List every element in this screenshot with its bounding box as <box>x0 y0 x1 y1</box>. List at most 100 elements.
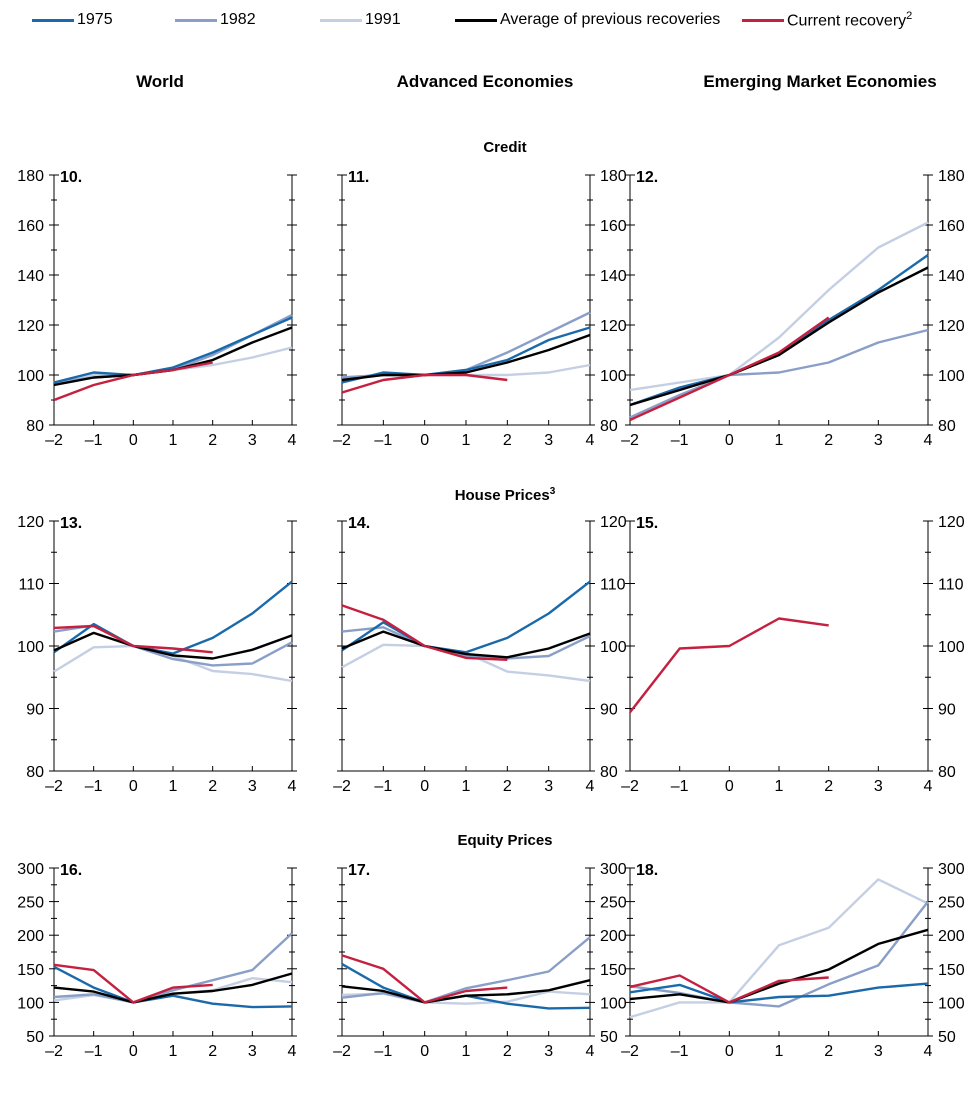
x-tick-label: –2 <box>333 778 351 795</box>
y-tick-label: 300 <box>17 861 44 878</box>
legend-item-2: 1991 <box>320 8 401 32</box>
series-line-average-of-previous-recoveries <box>341 333 591 382</box>
y-tick-label: 100 <box>600 995 627 1012</box>
legend-item-4: Current recovery2 <box>742 8 912 32</box>
series-line-current-recovery <box>53 624 213 654</box>
x-tick-label: –2 <box>621 1043 639 1060</box>
chart-panel-12: 80 100 120 140 160 180 –2 –1 0 1 2 3 4 12. <box>621 168 965 449</box>
x-tick-label: 4 <box>924 1043 933 1060</box>
x-tick-label: 3 <box>248 1043 257 1060</box>
chart-panel-16: 50 100 150 200 250 300 –2 –1 0 1 2 3 4 16. <box>17 861 297 1060</box>
panel-number: 16. <box>60 862 82 879</box>
y-tick-label: 180 <box>600 168 627 185</box>
y-tick-label: 160 <box>17 218 44 235</box>
legend-label: Average of previous recoveries <box>500 11 721 28</box>
panel-number: 18. <box>636 862 658 879</box>
y-tick-label: 110 <box>938 577 964 594</box>
x-tick-label: 2 <box>503 432 512 449</box>
chart-panel-15: 80 90 100 110 120 –2 –1 0 1 2 3 4 15. <box>621 514 965 795</box>
y-tick-label: 120 <box>600 514 627 531</box>
series-line-1982 <box>629 328 929 419</box>
y-tick-label: 160 <box>938 218 965 235</box>
x-tick-label: –2 <box>333 432 351 449</box>
column-title-world: World <box>136 72 184 91</box>
y-tick-label: 200 <box>17 928 44 945</box>
legend-label: 1982 <box>220 11 256 28</box>
panel-number: 12. <box>636 169 658 186</box>
legend-item-1: 1982 <box>175 8 256 32</box>
series-line-average-of-previous-recoveries <box>341 630 591 659</box>
x-tick-label: 1 <box>462 1043 471 1060</box>
panel-number: 13. <box>60 515 82 532</box>
y-tick-label: 300 <box>600 861 627 878</box>
chart-panel-10: 80 100 120 140 160 180 –2 –1 0 1 2 3 4 10. <box>17 168 297 449</box>
y-tick-label: 90 <box>26 702 44 719</box>
y-tick-label: 50 <box>600 1029 618 1046</box>
x-tick-label: 0 <box>420 778 429 795</box>
y-tick-label: 120 <box>17 514 44 531</box>
y-tick-label: 80 <box>26 764 44 781</box>
series-line-current-recovery <box>341 954 508 1004</box>
x-tick-label: 1 <box>169 1043 178 1060</box>
x-tick-label: 0 <box>725 432 734 449</box>
y-tick-label: 100 <box>600 639 627 656</box>
y-tick-label: 50 <box>26 1029 44 1046</box>
x-tick-label: –1 <box>671 778 689 795</box>
legend-label: 1991 <box>365 11 401 28</box>
y-tick-label: 200 <box>600 928 627 945</box>
panel-number: 11. <box>348 169 369 186</box>
x-tick-label: 3 <box>874 1043 883 1060</box>
x-tick-label: 4 <box>924 432 933 449</box>
x-tick-label: 3 <box>544 432 553 449</box>
series-line-1991 <box>53 644 293 683</box>
series-line-current-recovery <box>629 974 829 1004</box>
y-tick-label: 110 <box>18 577 44 594</box>
y-tick-label: 120 <box>938 318 965 335</box>
x-tick-label: 1 <box>169 432 178 449</box>
y-tick-label: 250 <box>938 895 965 912</box>
row-title-credit: Credit <box>483 139 527 156</box>
row-title-house-prices: House Prices3 <box>454 486 556 504</box>
x-tick-label: 1 <box>775 778 784 795</box>
column-title-advanced-economies: Advanced Economies <box>396 72 574 91</box>
y-tick-label: 250 <box>600 895 627 912</box>
x-tick-label: 3 <box>544 778 553 795</box>
y-tick-label: 100 <box>938 639 965 656</box>
panel-number: 10. <box>60 169 82 186</box>
y-tick-label: 100 <box>600 368 627 385</box>
x-tick-label: –1 <box>374 432 392 449</box>
y-tick-label: 140 <box>17 268 44 285</box>
legend-swatch <box>175 18 217 22</box>
x-tick-label: –1 <box>671 432 689 449</box>
y-tick-label: 150 <box>600 962 627 979</box>
legend-item-0: 1975 <box>32 8 113 32</box>
x-tick-label: 4 <box>586 1043 595 1060</box>
legend-swatch <box>32 18 74 22</box>
y-tick-label: 110 <box>600 577 626 594</box>
series-line-current-recovery <box>341 604 508 661</box>
panel-number: 15. <box>636 515 658 532</box>
y-tick-label: 100 <box>938 368 965 385</box>
series-line-current-recovery <box>629 316 830 422</box>
x-tick-label: –2 <box>621 778 639 795</box>
x-tick-label: –1 <box>671 1043 689 1060</box>
series-line-1982 <box>341 311 591 379</box>
y-tick-label: 90 <box>938 702 956 719</box>
chart-panel-18: 50 100 150 200 250 300 –2 –1 0 1 2 3 4 18. <box>621 861 965 1060</box>
x-tick-label: 2 <box>503 1043 512 1060</box>
series-line-1982 <box>341 626 591 660</box>
y-tick-label: 90 <box>600 702 618 719</box>
legend-label: 1975 <box>77 11 113 28</box>
series-line-1991 <box>341 643 591 683</box>
y-tick-label: 140 <box>600 268 627 285</box>
legend-swatch <box>455 18 497 22</box>
x-tick-label: 2 <box>824 1043 833 1060</box>
series-line-current-recovery <box>53 963 213 1004</box>
x-tick-label: 4 <box>924 778 933 795</box>
legend-item-3: Average of previous recoveries <box>455 8 720 32</box>
y-tick-label: 80 <box>938 418 956 435</box>
x-tick-label: 1 <box>462 432 471 449</box>
x-tick-label: 1 <box>775 1043 784 1060</box>
x-tick-label: 2 <box>208 1043 217 1060</box>
